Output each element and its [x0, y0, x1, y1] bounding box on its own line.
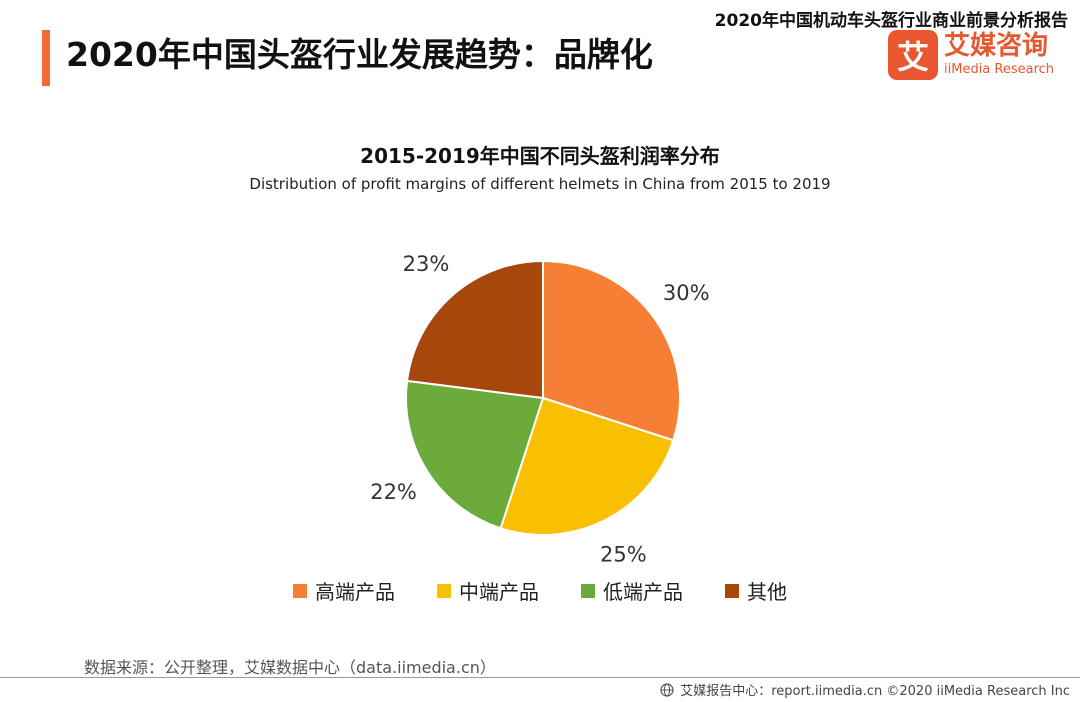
chart-subtitle: Distribution of profit margins of differ… — [249, 175, 831, 193]
report-title: 2020年中国机动车头盔行业商业前景分析报告 — [714, 11, 1068, 31]
pie-slice — [542, 259, 681, 442]
chart-title: 2015-2019年中国不同头盔利润率分布 — [360, 144, 720, 168]
pie-slice — [499, 396, 675, 536]
slice-value-label: 23% — [403, 252, 450, 276]
slice-value-label: 25% — [600, 543, 647, 567]
legend-swatch — [581, 583, 595, 598]
slice-value-label: 22% — [370, 480, 417, 504]
chart-legend: 高端产品 中端产品 低端产品 其他 — [0, 576, 1080, 605]
legend-item: 低端产品 — [581, 576, 683, 605]
pie-slice — [405, 379, 545, 530]
legend-swatch — [725, 583, 739, 598]
legend-label: 高端产品 — [315, 580, 395, 604]
legend-label: 低端产品 — [603, 580, 683, 604]
page-title: 2020年中国头盔行业发展趋势：品牌化 — [66, 35, 653, 74]
logo-english: iiMedia Research — [944, 62, 1055, 77]
legend-label: 中端产品 — [459, 580, 539, 604]
footer-text: 艾媒报告中心：report.iimedia.cn ©2020 iiMedia R… — [680, 684, 1070, 699]
pie-slice — [405, 259, 544, 400]
logo-name: 艾媒咨询 — [944, 31, 1049, 61]
brand-logo: 艾 艾媒咨询 iiMedia Research — [888, 30, 1068, 82]
footer-divider — [0, 677, 1080, 678]
logo-mark: 艾 — [888, 30, 938, 80]
footer: 艾媒报告中心：report.iimedia.cn ©2020 iiMedia R… — [660, 680, 1070, 699]
legend-swatch — [293, 583, 307, 598]
data-source: 数据来源：公开整理，艾媒数据中心（data.iimedia.cn） — [84, 658, 496, 677]
legend-label: 其他 — [747, 580, 787, 604]
globe-icon — [660, 682, 674, 697]
legend-swatch — [437, 583, 451, 598]
legend-item: 其他 — [725, 576, 787, 605]
slice-value-label: 30% — [663, 281, 710, 305]
legend-item: 高端产品 — [293, 576, 395, 605]
title-accent-bar — [42, 30, 50, 86]
legend-item: 中端产品 — [437, 576, 539, 605]
